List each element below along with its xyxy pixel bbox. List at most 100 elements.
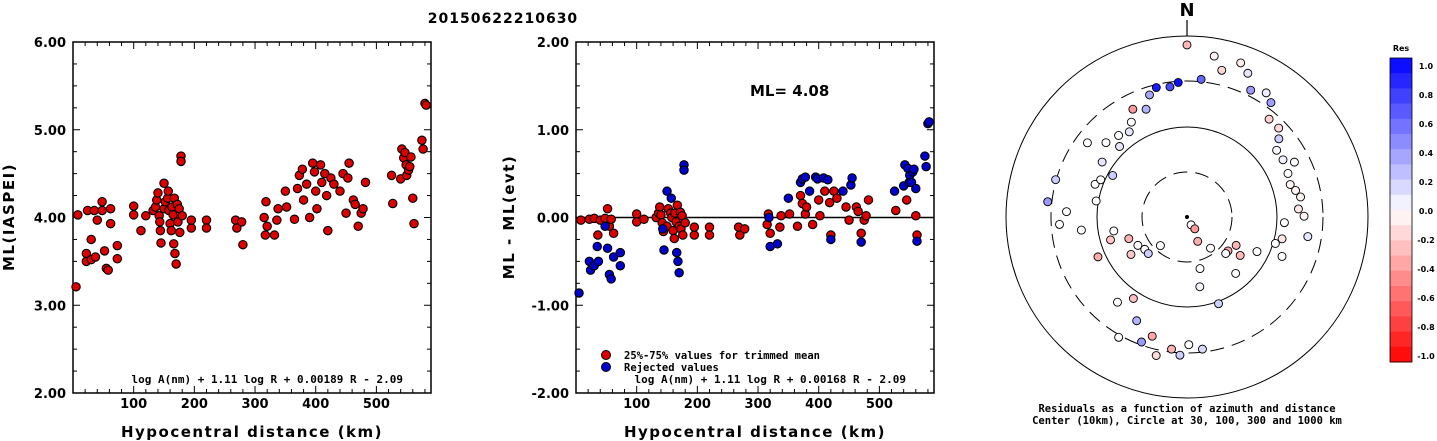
data-point (272, 215, 282, 225)
data-point (912, 236, 922, 246)
colorbar-cell (1390, 210, 1412, 226)
data-point (421, 100, 431, 110)
data-point (574, 288, 584, 298)
station-marker (1264, 114, 1274, 124)
station-marker (1196, 74, 1206, 84)
y-tick-label: -1.00 (532, 299, 569, 314)
station-marker (1145, 90, 1154, 100)
data-point (823, 175, 833, 185)
azimuth-residual-map: N Residuals as a function of azimuth and… (1005, 0, 1369, 427)
plot-frame (72, 41, 432, 394)
legend-label-trimmed: 25%-75% values for trimmed mean (624, 350, 820, 362)
data-point (97, 205, 107, 216)
data-point (847, 173, 857, 183)
data-point (360, 177, 371, 188)
data-point (408, 193, 418, 203)
circle-30km (1141, 171, 1233, 263)
station-marker (1097, 157, 1107, 167)
data-point (666, 193, 677, 203)
data-point (298, 195, 309, 205)
station-marker (1294, 204, 1303, 214)
data-point (576, 215, 586, 225)
station-marker (1231, 268, 1241, 278)
data-point (911, 210, 921, 221)
data-point (186, 215, 197, 225)
colorbar-labels: 1.0 0.8 0.6 0.4 0.2 0.0 -0.2 -0.4 -0.6 -0.8 -1.0 (1417, 62, 1435, 361)
colorbar-tick-label: -0.2 (1417, 236, 1435, 245)
station-marker (1182, 40, 1192, 50)
station-markers (1043, 40, 1313, 360)
data-point (820, 186, 830, 196)
data-point (171, 259, 181, 269)
data-point (168, 210, 178, 220)
data-point (783, 193, 794, 203)
data-point (176, 156, 186, 167)
data-point (608, 252, 619, 262)
data-point (615, 261, 626, 271)
data-point (863, 195, 874, 205)
data-point (775, 222, 785, 232)
data-point (317, 177, 327, 188)
data-point (103, 265, 113, 275)
data-point (889, 186, 900, 196)
data-point (388, 198, 398, 209)
station-marker (1126, 249, 1136, 259)
x-axis-label: Hypocentral distance (km) (121, 423, 383, 441)
data-point (341, 208, 351, 218)
station-marker (1128, 104, 1138, 114)
caption-line-2: Center (10km), Circle at 30, 100, 300 an… (1032, 415, 1342, 427)
data-point (409, 218, 419, 229)
station-marker (1190, 224, 1200, 234)
data-point (776, 210, 786, 221)
data-point (826, 234, 836, 245)
data-point (309, 167, 320, 177)
station-marker (1221, 249, 1231, 258)
colorbar-cell (1390, 149, 1412, 165)
station-marker (1143, 249, 1153, 258)
data-point (292, 183, 303, 194)
data-point (891, 205, 901, 216)
data-point (310, 186, 321, 196)
station-marker (1051, 175, 1061, 185)
data-point (97, 196, 107, 207)
station-marker (1124, 234, 1134, 244)
station-marker (1091, 196, 1101, 206)
station-marker (1165, 82, 1175, 92)
station-marker (1285, 180, 1295, 189)
station-marker (1175, 350, 1185, 360)
station-marker (1243, 68, 1253, 78)
data-point (606, 274, 616, 284)
data-point (112, 253, 123, 264)
station-marker (1147, 331, 1157, 341)
data-point (689, 222, 700, 232)
colorbar-tick-label: 0.8 (1419, 91, 1434, 100)
data-point (350, 199, 360, 210)
data-point (259, 212, 269, 223)
colorbar-cell (1390, 58, 1412, 74)
station-marker (1173, 78, 1183, 87)
colorbar-tick-label: 1.0 (1419, 62, 1434, 71)
data-point (344, 158, 354, 168)
colorbar-cells (1389, 57, 1413, 363)
data-point (155, 217, 165, 227)
y-tick-labels: 2.00 3.00 4.00 5.00 6.00 (34, 36, 66, 402)
station-marker (1277, 251, 1287, 261)
colorbar-tick-label: 0.4 (1419, 149, 1434, 158)
data-point (856, 237, 866, 247)
data-point (273, 203, 283, 214)
x-tick-label: 200 (684, 397, 711, 412)
y-tick-label: 2.00 (537, 36, 569, 51)
station-marker (1184, 340, 1194, 350)
station-marker (1214, 299, 1223, 309)
formula-annotation: log A(nm) + 1.11 log R + 0.00168 R - 2.0… (634, 373, 906, 386)
data-point (99, 246, 110, 256)
station-marker (1128, 294, 1138, 303)
colorbar-cell (1390, 73, 1412, 89)
colorbar-tick-label: -0.8 (1417, 323, 1435, 332)
data-point (71, 282, 81, 292)
x-tick-label: 100 (623, 397, 650, 412)
station-marker (1283, 168, 1293, 178)
data-point (159, 178, 169, 189)
data-point (406, 152, 416, 162)
